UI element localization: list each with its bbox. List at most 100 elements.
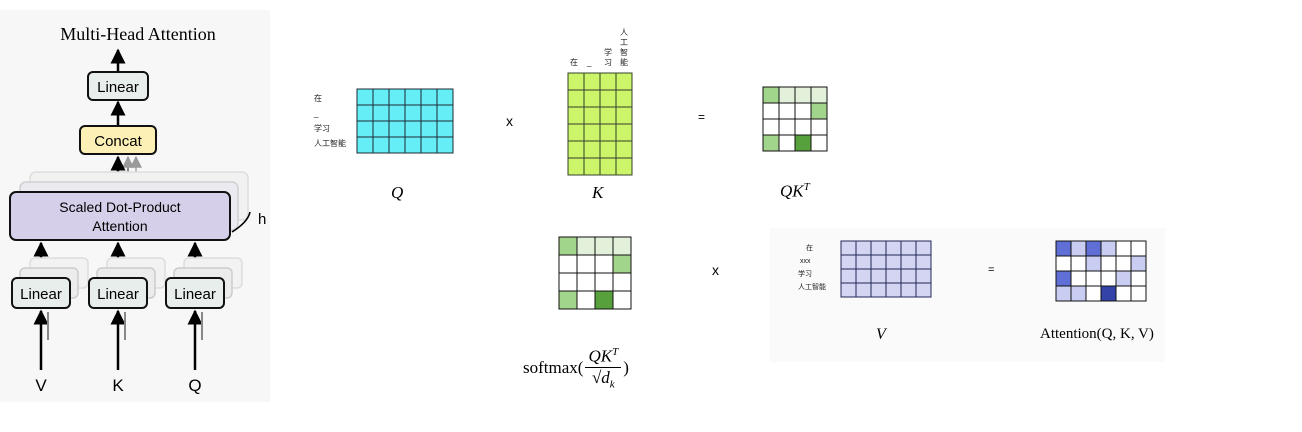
matrix-cell	[567, 106, 585, 125]
matrix-cell	[404, 88, 422, 106]
matrix-cell	[870, 254, 887, 270]
matrix-cell	[612, 272, 632, 292]
v-token-list: 在 xxx 学习 人工智能	[798, 242, 826, 294]
matrix-cell	[810, 86, 828, 104]
attention-matrix	[1055, 240, 1147, 302]
equals-operator-1: =	[698, 110, 706, 124]
linear-v-box	[11, 277, 71, 309]
matrix-cell	[1115, 270, 1132, 287]
matrix-cell	[810, 118, 828, 136]
matrix-cell	[885, 240, 902, 256]
matrix-cell	[612, 254, 632, 274]
matrix-cell	[1085, 255, 1102, 272]
mha-title: Multi-Head Attention	[60, 24, 215, 44]
matrix-cell	[778, 118, 796, 136]
matrix-cell	[794, 134, 812, 152]
matrix-cell	[583, 140, 601, 159]
matrix-cell	[885, 268, 902, 284]
matrix-cell	[615, 72, 633, 91]
matrix-cell	[404, 104, 422, 122]
matrix-cell	[372, 136, 390, 154]
linear-v-label: Linear	[20, 286, 62, 303]
matrix-cell	[615, 123, 633, 142]
matrix-cell	[558, 290, 578, 310]
matrix-cell	[599, 123, 617, 142]
input-q-label: Q	[188, 376, 201, 395]
matrix-cell	[558, 236, 578, 256]
concat-label: Concat	[94, 133, 142, 150]
matrix-cell	[1115, 255, 1132, 272]
matrix-cell	[762, 134, 780, 152]
matrix-cell	[567, 157, 585, 176]
matrix-cell	[1070, 270, 1087, 287]
k-token: 在	[570, 58, 578, 67]
matrix-cell	[576, 272, 596, 292]
matrix-cell	[1115, 240, 1132, 257]
matrix-cell	[615, 106, 633, 125]
linear-k-box	[88, 277, 148, 309]
matrix-cell	[388, 104, 406, 122]
matrix-cell	[594, 254, 614, 274]
matrix-cell	[388, 136, 406, 154]
matrix-cell	[599, 89, 617, 108]
matrix-cell	[1055, 285, 1072, 302]
matrix-cell	[583, 106, 601, 125]
q-token: 学习	[314, 124, 330, 133]
matrix-cell	[915, 268, 932, 284]
matrix-cell	[840, 268, 857, 284]
heads-label: h	[258, 211, 266, 228]
matrix-cell	[436, 88, 454, 106]
v-token: 学习	[798, 271, 812, 278]
matrix-cell	[372, 120, 390, 138]
matrix-cell	[840, 282, 857, 298]
matrix-cell	[1085, 240, 1102, 257]
matrix-cell	[420, 120, 438, 138]
matrix-cell	[583, 89, 601, 108]
matrix-cell	[615, 140, 633, 159]
matrix-cell	[583, 72, 601, 91]
sdpa-box	[9, 191, 231, 241]
matrix-cell	[1100, 240, 1117, 257]
matrix-cell	[1115, 285, 1132, 302]
matrix-cell	[576, 254, 596, 274]
matrix-cell	[778, 134, 796, 152]
matrix-cell	[436, 136, 454, 154]
matrix-cell	[855, 268, 872, 284]
input-v-label: V	[35, 376, 47, 395]
matrix-cell	[1100, 285, 1117, 302]
matrix-cell	[915, 240, 932, 256]
matrix-cell	[1055, 255, 1072, 272]
q-token: 在	[314, 94, 322, 103]
matrix-cell	[558, 272, 578, 292]
matrix-cell	[870, 268, 887, 284]
matrix-cell	[870, 240, 887, 256]
matrix-cell	[810, 102, 828, 120]
k-token-list: 在 _ 学习 人工 智能	[570, 18, 634, 68]
matrix-cell	[404, 120, 422, 138]
matrix-cell	[356, 136, 374, 154]
matrix-cell	[576, 236, 596, 256]
matrix-cell	[567, 89, 585, 108]
input-k-label: K	[112, 376, 124, 395]
matrix-cell	[388, 88, 406, 106]
matrix-cell	[794, 86, 812, 104]
matrix-cell	[915, 254, 932, 270]
matrix-cell	[762, 118, 780, 136]
matrix-cell	[762, 86, 780, 104]
v-token: xxx	[800, 258, 811, 265]
matrix-cell	[855, 240, 872, 256]
matrix-cell	[436, 104, 454, 122]
matrix-cell	[1070, 240, 1087, 257]
sdpa-label-line1: Scaled Dot-Product	[59, 199, 181, 215]
matrix-cell	[885, 282, 902, 298]
matrix-cell	[1085, 270, 1102, 287]
matrix-cell	[420, 88, 438, 106]
matrix-cell	[855, 254, 872, 270]
matrix-cell	[810, 134, 828, 152]
multiply-operator-1: x	[506, 113, 513, 129]
q-token: 人工智能	[314, 139, 346, 148]
softmax-matrix	[558, 236, 632, 310]
k-token: _	[587, 58, 592, 67]
concat-box	[79, 125, 157, 155]
matrix-cell	[583, 157, 601, 176]
